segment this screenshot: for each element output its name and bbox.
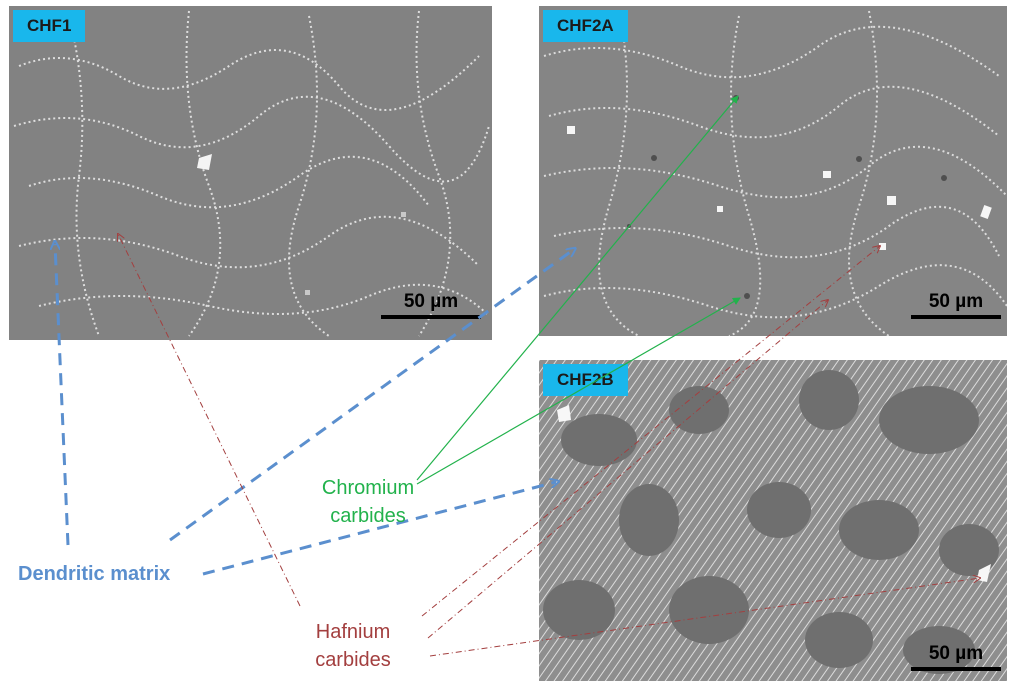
scale-label-chf2a: 50 µm bbox=[928, 291, 984, 312]
micrograph-chf1-image bbox=[9, 6, 492, 340]
panel-label-chf2b: CHF2B bbox=[543, 364, 628, 396]
label-chromium-line1: Chromium bbox=[321, 477, 415, 499]
label-hafnium-line2: carbides bbox=[315, 649, 391, 671]
scale-line-chf1 bbox=[381, 315, 481, 319]
micrograph-chf2a: CHF2A 50 µm bbox=[539, 6, 1007, 336]
label-chromium-line2: carbides bbox=[330, 505, 406, 527]
label-chromium-carbides: Chromium carbides bbox=[298, 474, 438, 530]
scale-line-chf2b bbox=[911, 667, 1001, 671]
label-dendritic-matrix: Dendritic matrix bbox=[18, 563, 171, 585]
micrograph-chf2b-image bbox=[539, 360, 1007, 681]
panel-label-chf1: CHF1 bbox=[13, 10, 86, 42]
panel-label-chf2a: CHF2A bbox=[543, 10, 628, 42]
scale-line-chf2a bbox=[911, 315, 1001, 319]
micrograph-chf2a-image bbox=[539, 6, 1007, 336]
label-hafnium-line1: Hafnium bbox=[315, 621, 391, 643]
micrograph-chf1: CHF1 50 µm bbox=[9, 6, 492, 340]
scale-bar-chf2b: 50 µm bbox=[911, 643, 1001, 671]
scale-label-chf1: 50 µm bbox=[403, 291, 459, 312]
scale-bar-chf2a: 50 µm bbox=[911, 291, 1001, 319]
scale-bar-chf1: 50 µm bbox=[381, 291, 481, 319]
label-hafnium-carbides: Hafnium carbides bbox=[298, 618, 408, 674]
micrograph-chf2b: CHF2B 50 µm bbox=[539, 360, 1007, 681]
scale-label-chf2b: 50 µm bbox=[928, 643, 984, 664]
